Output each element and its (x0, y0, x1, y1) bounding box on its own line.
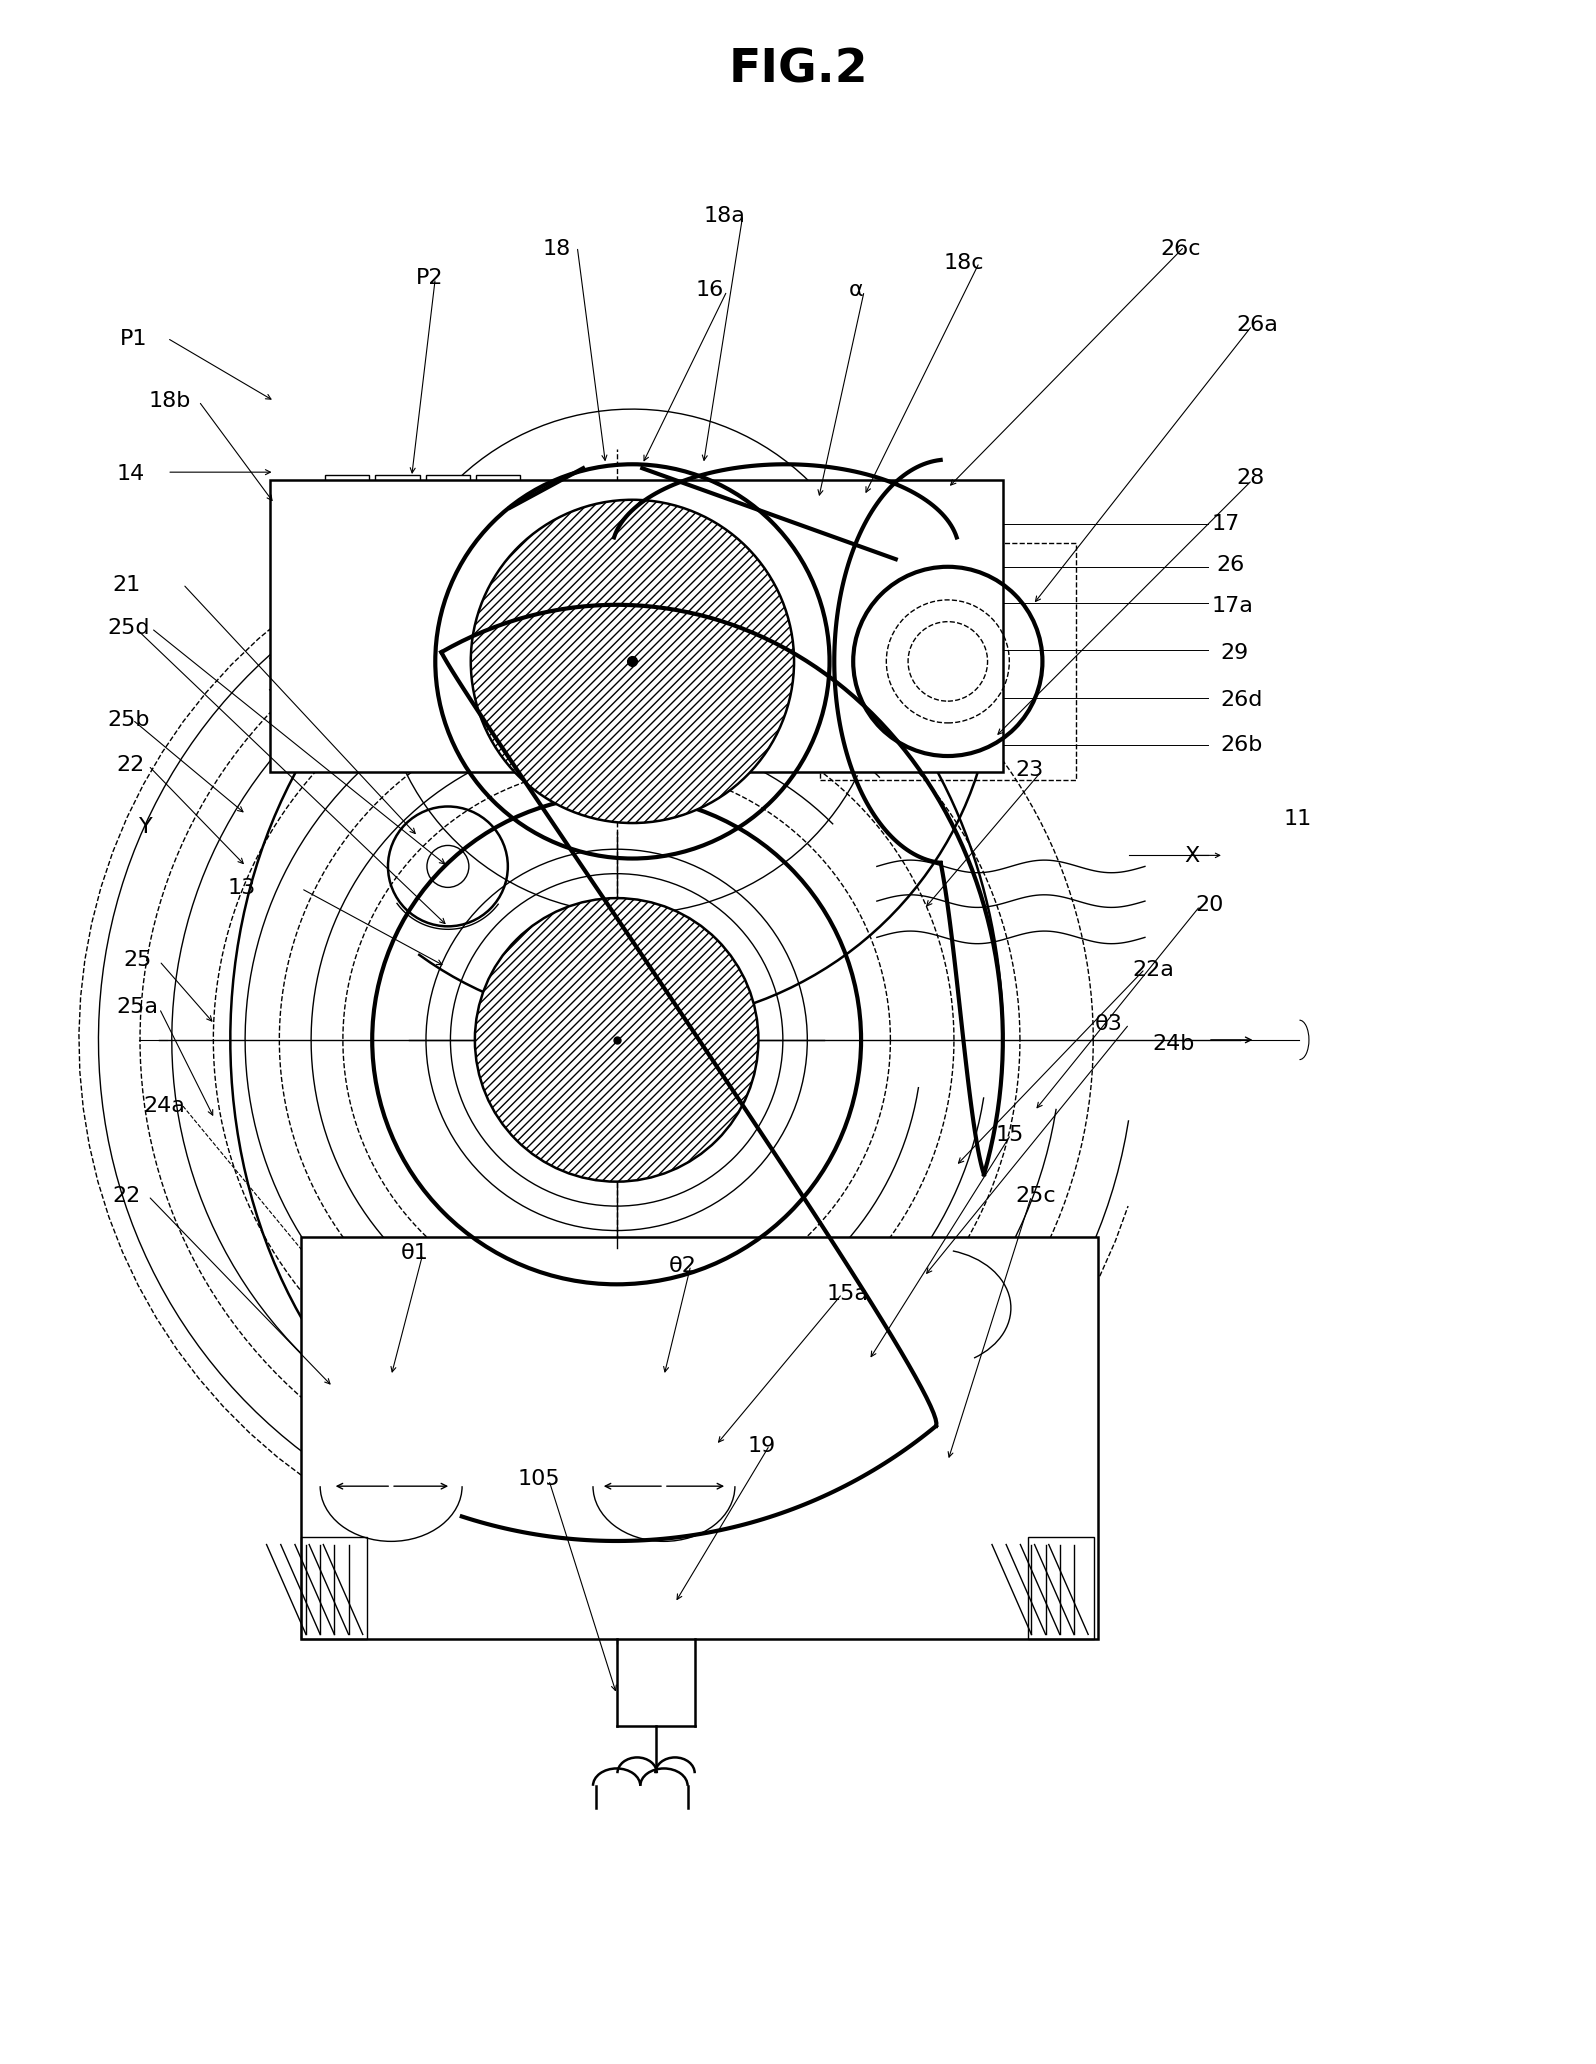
Text: 19: 19 (747, 1437, 776, 1455)
Bar (900, 553, 937, 574)
Bar (959, 553, 996, 574)
Bar (476, 475, 520, 520)
Text: 25b: 25b (107, 710, 150, 731)
Text: 18a: 18a (704, 206, 745, 227)
Bar (302, 1236, 1098, 1639)
Text: 16: 16 (696, 281, 723, 299)
Text: 28: 28 (1237, 469, 1264, 489)
Bar (795, 495, 839, 524)
Text: 25d: 25d (107, 617, 150, 638)
Text: θ2: θ2 (669, 1255, 696, 1276)
Text: α: α (849, 281, 863, 299)
Text: 18: 18 (543, 239, 571, 258)
Text: Y: Y (139, 817, 153, 838)
Text: 105: 105 (517, 1470, 560, 1488)
Text: 11: 11 (1283, 809, 1312, 830)
Bar (843, 495, 886, 524)
Text: 25a: 25a (117, 997, 158, 1018)
Bar (375, 475, 420, 520)
Text: 26a: 26a (1237, 314, 1278, 334)
Bar (426, 475, 469, 520)
Text: 24b: 24b (1152, 1034, 1195, 1055)
Text: 17: 17 (1211, 514, 1240, 535)
Text: 22a: 22a (1132, 960, 1175, 980)
Circle shape (476, 898, 758, 1183)
Text: 21: 21 (112, 576, 140, 594)
Text: θ3: θ3 (1095, 1013, 1122, 1034)
Text: 26d: 26d (1221, 689, 1262, 710)
Text: 15: 15 (996, 1125, 1023, 1146)
Text: θ1: θ1 (401, 1243, 428, 1263)
Bar (270, 481, 1002, 772)
Text: 22: 22 (112, 1187, 140, 1205)
Text: 22: 22 (117, 755, 145, 776)
Bar (820, 543, 1076, 780)
Text: 18b: 18b (148, 390, 190, 411)
Text: 25c: 25c (1015, 1187, 1057, 1205)
Text: 13: 13 (227, 879, 255, 898)
Text: 20: 20 (1195, 896, 1224, 914)
Text: P2: P2 (417, 268, 444, 287)
Text: 23: 23 (1015, 760, 1044, 780)
Text: 17a: 17a (1211, 596, 1253, 615)
Text: 29: 29 (1221, 642, 1250, 663)
Bar (1028, 1536, 1095, 1639)
Text: 25: 25 (123, 949, 152, 970)
Circle shape (471, 499, 795, 824)
Text: 26b: 26b (1221, 735, 1262, 755)
Bar (326, 475, 369, 520)
Text: X: X (1184, 846, 1200, 865)
Text: 14: 14 (117, 464, 145, 485)
Text: 26c: 26c (1160, 239, 1202, 258)
Text: 24a: 24a (144, 1096, 185, 1117)
Text: P1: P1 (120, 328, 147, 349)
Bar (302, 1536, 367, 1639)
Text: 18c: 18c (943, 254, 983, 272)
Text: 15a: 15a (827, 1284, 868, 1304)
Text: 26: 26 (1216, 555, 1245, 574)
Text: FIG.2: FIG.2 (728, 47, 868, 93)
